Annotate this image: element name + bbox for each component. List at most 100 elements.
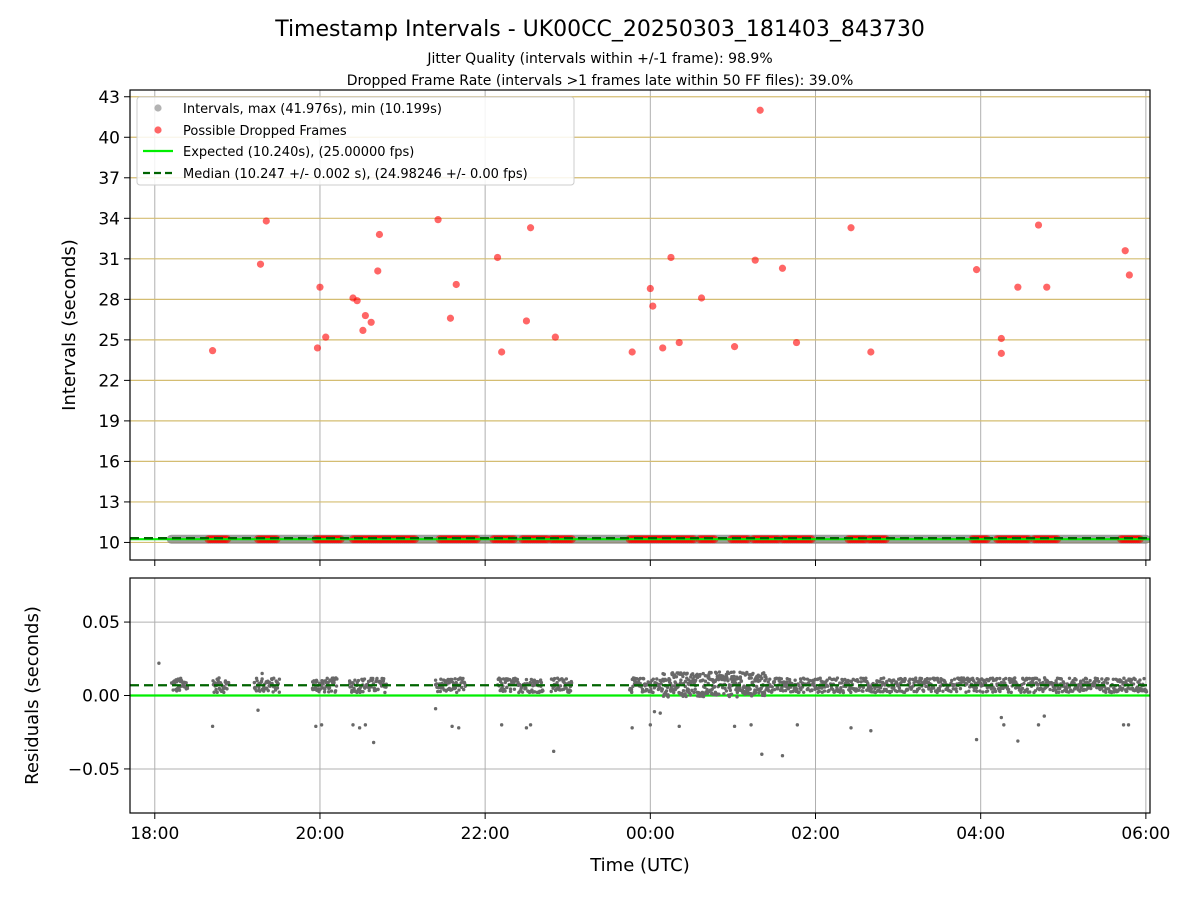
dropped-frame-point bbox=[867, 348, 875, 356]
residual-point bbox=[1024, 676, 1029, 680]
residual-outlier-point bbox=[363, 723, 368, 727]
dropped-frame-point bbox=[551, 333, 559, 341]
residual-point bbox=[1099, 686, 1104, 690]
residual-point bbox=[1105, 681, 1110, 685]
residual-point bbox=[993, 689, 998, 694]
residual-point bbox=[793, 678, 797, 682]
residual-point bbox=[453, 686, 458, 690]
dropped-frame-point bbox=[1014, 283, 1022, 291]
residuals-xtick-label: 20:00 bbox=[295, 824, 344, 844]
residual-outlier-point bbox=[457, 726, 461, 730]
residual-point bbox=[748, 687, 752, 691]
residual-point bbox=[333, 689, 338, 693]
residual-point bbox=[383, 690, 387, 695]
residual-point bbox=[825, 684, 830, 688]
residual-point bbox=[1064, 686, 1069, 691]
residual-point bbox=[515, 677, 520, 682]
residual-point bbox=[825, 678, 829, 682]
residual-point bbox=[541, 689, 545, 693]
residual-point bbox=[751, 680, 755, 684]
residual-point bbox=[880, 680, 885, 685]
residual-point bbox=[831, 687, 835, 692]
residual-outlier-point bbox=[1121, 723, 1126, 727]
residual-point bbox=[942, 679, 947, 684]
residual-point bbox=[1102, 680, 1106, 685]
residual-point bbox=[701, 694, 706, 699]
residual-point bbox=[508, 689, 513, 694]
residual-point bbox=[685, 671, 689, 676]
residual-point bbox=[885, 679, 889, 684]
residual-point bbox=[450, 677, 454, 682]
residual-point bbox=[1133, 677, 1137, 682]
residual-point bbox=[631, 684, 635, 689]
residual-outlier-point bbox=[524, 726, 529, 730]
intervals-ylabel: Intervals (seconds) bbox=[59, 239, 80, 411]
residual-point bbox=[717, 692, 721, 696]
residual-point bbox=[749, 694, 754, 698]
intervals-ytick-label: 37 bbox=[98, 169, 120, 189]
dropped-frame-point bbox=[322, 333, 330, 341]
residual-point bbox=[841, 690, 846, 695]
residual-point bbox=[998, 689, 1002, 694]
residual-point bbox=[985, 689, 990, 693]
residual-point bbox=[1100, 677, 1104, 681]
dropped-frame-point bbox=[353, 297, 361, 305]
residual-point bbox=[505, 685, 509, 690]
residual-point bbox=[1003, 681, 1007, 685]
residual-point bbox=[859, 680, 863, 684]
residual-point bbox=[1097, 679, 1101, 684]
residual-point bbox=[376, 687, 380, 692]
residual-point bbox=[503, 689, 507, 693]
residual-outlier-point bbox=[450, 724, 454, 729]
residual-point bbox=[681, 674, 685, 679]
residual-point bbox=[717, 670, 722, 674]
residual-point bbox=[908, 677, 912, 681]
residual-point bbox=[954, 689, 959, 694]
residual-point bbox=[783, 688, 788, 693]
residual-point bbox=[672, 690, 676, 695]
residual-point bbox=[683, 692, 687, 696]
residuals-xlabel: Time (UTC) bbox=[589, 855, 690, 876]
residual-point bbox=[461, 687, 466, 692]
legend-interval-marker bbox=[154, 104, 162, 112]
residual-point bbox=[1104, 690, 1108, 694]
residual-point bbox=[764, 677, 768, 681]
residual-point bbox=[632, 679, 637, 683]
residual-point bbox=[949, 689, 953, 694]
residual-point bbox=[271, 690, 275, 694]
residual-point bbox=[315, 679, 319, 684]
residual-point bbox=[1028, 690, 1032, 694]
dropped-frame-point bbox=[361, 311, 369, 320]
residual-point bbox=[684, 694, 688, 699]
residual-point bbox=[802, 690, 806, 695]
residual-point bbox=[779, 677, 784, 681]
residual-point bbox=[508, 687, 513, 691]
residual-point bbox=[1138, 678, 1142, 682]
residual-point bbox=[895, 681, 899, 685]
residual-point bbox=[820, 686, 824, 690]
residual-point bbox=[1059, 677, 1064, 681]
residual-point bbox=[1079, 679, 1083, 683]
residual-point bbox=[668, 678, 672, 682]
dropped-frame-point bbox=[498, 348, 506, 356]
residual-point bbox=[972, 688, 976, 693]
residual-point bbox=[878, 690, 883, 694]
residual-point bbox=[532, 678, 537, 682]
residual-point bbox=[954, 687, 958, 691]
residuals-ytick-label: 0.00 bbox=[82, 687, 120, 707]
dropped-frame-point bbox=[1125, 271, 1133, 279]
residual-point bbox=[839, 685, 843, 690]
dropped-frame-point bbox=[446, 314, 455, 322]
residual-point bbox=[1027, 676, 1032, 681]
residual-point bbox=[569, 681, 574, 685]
residual-point bbox=[941, 689, 945, 693]
residual-outlier-point bbox=[256, 708, 260, 712]
residual-point bbox=[664, 678, 668, 682]
residual-point bbox=[856, 679, 860, 684]
residual-point bbox=[325, 676, 329, 680]
residual-point bbox=[727, 683, 732, 687]
intervals-ytick-label: 16 bbox=[98, 452, 120, 472]
residual-point bbox=[799, 687, 803, 692]
residual-point bbox=[1111, 677, 1116, 681]
residual-outlier-point bbox=[260, 671, 264, 676]
